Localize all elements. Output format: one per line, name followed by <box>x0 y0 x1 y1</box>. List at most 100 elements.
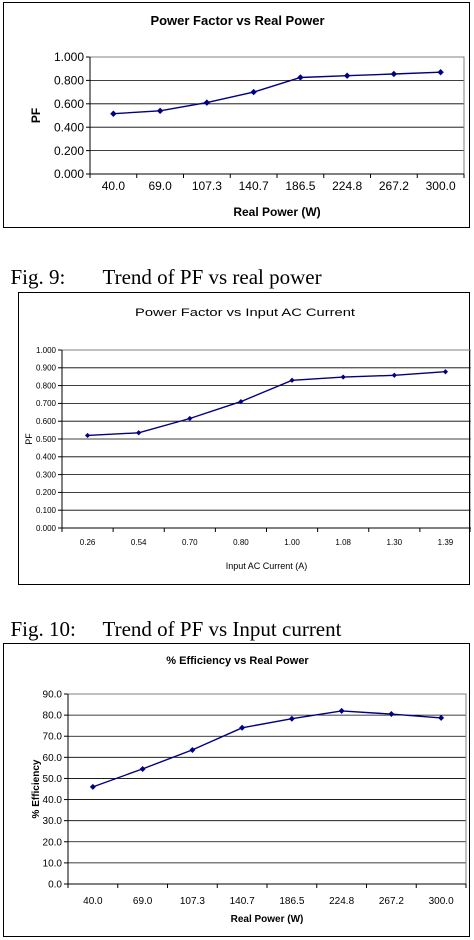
y-tick-label: 90.0 <box>43 690 63 701</box>
data-point <box>391 372 397 378</box>
data-point <box>442 369 449 375</box>
x-tick-label: 186.5 <box>285 179 315 193</box>
data-point <box>289 377 295 383</box>
data-point <box>110 110 117 117</box>
y-axis-label: PF <box>29 108 43 123</box>
y-tick-label: 30.0 <box>43 816 63 827</box>
figure-number: Fig. 10: <box>10 617 76 641</box>
data-point <box>139 765 146 772</box>
data-point <box>297 74 304 81</box>
chart-svg: Power Factor vs Input AC Current 0.000 0.1… <box>24 307 471 571</box>
figure-caption-text: Trend of PF vs real power <box>102 265 322 289</box>
data-point <box>189 746 196 753</box>
plot-area <box>67 693 467 885</box>
x-tick-label: 69.0 <box>133 896 153 907</box>
chart-svg: Power Factor vs Real Power 0.000 0.200 0.40… <box>29 13 465 219</box>
data-point <box>89 783 96 790</box>
y-tick-label: 0.200 <box>36 488 57 497</box>
x-tick-label: 107.3 <box>192 179 222 193</box>
y-tick-label: 50.0 <box>43 774 63 785</box>
data-point <box>438 714 445 721</box>
y-tick-label: 60.0 <box>43 753 63 764</box>
chart-power-factor-vs-input-current: Power Factor vs Input AC Current 0.000 0.1… <box>18 292 471 585</box>
data-point <box>136 430 142 436</box>
figure-caption: Fig. 10: Trend of PF vs Input current <box>0 592 342 642</box>
data-point <box>187 415 193 422</box>
y-axis-label: PF <box>24 433 34 445</box>
data-point <box>437 69 444 76</box>
y-tick-label: 0.0 <box>48 880 62 891</box>
data-point <box>288 715 295 722</box>
data-point <box>388 711 395 718</box>
data-point <box>390 70 398 78</box>
plot-area <box>89 56 465 175</box>
x-axis-label: Input AC Current (A) <box>226 561 308 571</box>
y-tick-label: 0.300 <box>36 470 57 479</box>
y-tick-label: 40.0 <box>43 795 63 806</box>
y-tick-label: 0.600 <box>54 97 84 111</box>
y-tick-label: 1.000 <box>54 50 84 64</box>
x-tick-label: 267.2 <box>379 896 404 907</box>
chart-title: Power Factor vs Input AC Current <box>135 307 355 319</box>
data-point <box>239 724 246 731</box>
y-tick-label: 10.0 <box>43 858 63 869</box>
chart-efficiency-vs-real-power: % Efficiency vs Real Power 0.0 10.0 20.0 30.… <box>3 643 470 937</box>
y-tick-label: 80.0 <box>43 711 63 722</box>
x-tick-label: 1.08 <box>335 538 351 547</box>
x-tick-label: 224.8 <box>329 896 354 907</box>
data-point <box>338 707 345 714</box>
y-tick-label: 0.800 <box>36 381 57 390</box>
y-tick-label: 0.400 <box>36 453 57 462</box>
x-tick-label: 107.3 <box>180 896 205 907</box>
x-tick-label: 186.5 <box>279 896 304 907</box>
x-tick-label: 0.70 <box>182 538 198 547</box>
x-tick-label: 1.30 <box>387 538 403 547</box>
chart-power-factor-vs-real-power: Power Factor vs Real Power 0.000 0.200 0.40… <box>3 2 470 228</box>
x-tick-label: 300.0 <box>429 896 454 907</box>
x-tick-label: 0.26 <box>80 538 96 547</box>
x-tick-label: 69.0 <box>148 179 172 193</box>
y-tick-label: 20.0 <box>43 837 63 848</box>
x-axis-label: Real Power (W) <box>231 914 304 925</box>
y-tick-label: 1.000 <box>36 346 57 355</box>
x-tick-label: 0.80 <box>233 538 249 547</box>
y-axis-label: % Efficiency <box>31 759 42 818</box>
y-tick-label: 0.800 <box>54 74 84 88</box>
x-tick-label: 267.2 <box>379 179 409 193</box>
y-tick-label: 0.100 <box>36 506 57 515</box>
y-tick-label: 0.700 <box>36 399 57 408</box>
y-tick-label: 0.200 <box>54 144 84 158</box>
y-tick-label: 0.000 <box>36 524 57 533</box>
x-tick-label: 40.0 <box>83 896 103 907</box>
chart-title: % Efficiency vs Real Power <box>166 655 309 667</box>
y-tick-label: 0.600 <box>36 417 57 426</box>
y-tick-label: 0.500 <box>36 435 57 444</box>
x-tick-label: 300.0 <box>426 179 456 193</box>
series-line <box>92 710 442 788</box>
data-point <box>156 107 164 115</box>
x-tick-label: 140.7 <box>230 896 255 907</box>
data-point <box>238 399 244 405</box>
data-point <box>203 99 211 106</box>
x-axis-label: Real Power (W) <box>233 205 320 219</box>
figure-caption-text: Trend of PF vs Input current <box>102 617 342 641</box>
y-tick-label: 0.900 <box>36 364 57 373</box>
x-tick-label: 0.54 <box>131 538 147 547</box>
series-line <box>113 71 441 115</box>
chart-svg: % Efficiency vs Real Power 0.0 10.0 20.0 30.… <box>31 655 467 925</box>
x-tick-label: 140.7 <box>239 179 269 193</box>
x-tick-label: 1.00 <box>284 538 300 547</box>
y-tick-label: 70.0 <box>43 732 63 743</box>
series-line <box>87 371 446 437</box>
y-tick-label: 0.000 <box>54 167 84 181</box>
x-tick-label: 224.8 <box>332 179 362 193</box>
data-point <box>250 88 257 96</box>
x-tick-label: 40.0 <box>102 179 126 193</box>
data-point <box>343 72 351 79</box>
data-point <box>340 374 346 380</box>
figure-caption: Fig. 9: Trend of PF vs real power <box>0 240 322 290</box>
chart-title: Power Factor vs Real Power <box>150 13 324 28</box>
data-point <box>84 432 91 439</box>
figure-number: Fig. 9: <box>10 265 66 289</box>
x-tick-label: 1.39 <box>438 538 454 547</box>
